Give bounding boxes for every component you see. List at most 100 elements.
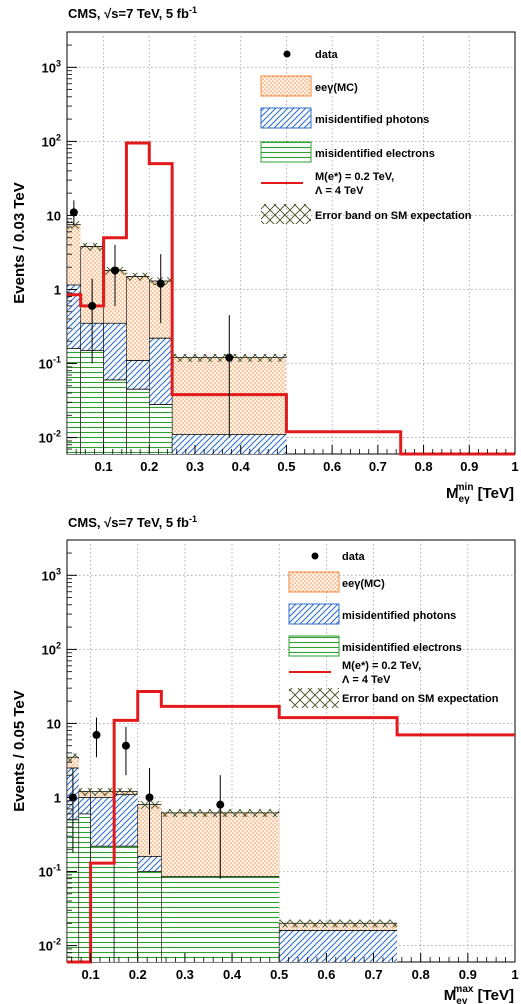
legend-eeg-label: eeγ(MC): [315, 82, 358, 94]
x-axis-title: Meγmax [TeV]: [444, 984, 514, 1004]
panel-header: CMS, √s=7 TeV, 5 fb-1: [68, 5, 197, 21]
legend-error-swatch: [261, 204, 311, 224]
x-tick-label: 0.5: [277, 459, 295, 474]
error-band: [126, 272, 150, 281]
signal-histogram: [67, 689, 515, 964]
axes: 0.1 0.2 0.3 0.4 0.5 0.6 0.7 0.8 0.9 1 10-2 10-1 1 10 1…: [39, 31, 519, 474]
data-point: [92, 730, 101, 739]
x-tick-label: 0.2: [140, 459, 158, 474]
legend-electrons-swatch: [260, 141, 312, 163]
axes: 0.1 0.2 0.3 0.4 0.5 0.6 0.7 0.8 0.9 1 10-2 10-1 1 10 1…: [39, 539, 519, 982]
electron-bar: [78, 813, 91, 962]
x-tick-label: 0.2: [129, 967, 147, 982]
legend-eeg-label: eeγ(MC): [342, 578, 385, 590]
electron-bar: [67, 819, 79, 962]
electron-bar: [114, 846, 138, 962]
y-tick-label: 103: [42, 566, 61, 583]
y-axis-title: Events / 0.03 TeV: [11, 182, 28, 303]
x-tick-label: 0.3: [176, 967, 194, 982]
legend-data-marker: [311, 552, 319, 560]
panel-header: CMS, √s=7 TeV, 5 fb-1: [68, 514, 197, 530]
legend-photons-swatch: [260, 107, 312, 129]
legend: data eeγ(MC) misidentified photons misid…: [260, 49, 472, 224]
x-tick-label: 0.4: [232, 459, 251, 474]
legend-error: Error band on SM expectation: [289, 688, 499, 708]
y-tick-label: 102: [42, 132, 61, 149]
data-point: [69, 208, 78, 217]
electron-bar: [80, 350, 104, 454]
legend: data eeγ(MC) misidentified photons misid…: [288, 551, 499, 708]
error-band: [114, 787, 138, 796]
legend-error-label: Error band on SM expectation: [315, 210, 472, 222]
data-points: [68, 717, 225, 879]
y-tick-label: 1: [54, 790, 61, 805]
legend-photons-label: misidentified photons: [342, 610, 456, 622]
legend-eeg: eeγ(MC): [260, 75, 358, 97]
y-tick-label: 1: [54, 282, 61, 297]
legend-signal: M(e*) = 0.2 TeV, Λ = 4 TeV: [289, 660, 421, 686]
panel-bottom: CMS, √s=7 TeV, 5 fb-1 0.1 0.2 0.3 0.4 0.5 0.6…: [11, 514, 519, 1004]
data-point: [121, 741, 130, 750]
legend-data-label: data: [342, 551, 366, 563]
legend-signal-label-1: M(e*) = 0.2 TeV,: [315, 171, 394, 183]
legend-error-label: Error band on SM expectation: [342, 693, 499, 705]
legend-photons: misidentified photons: [288, 603, 456, 625]
stacked-background: [66, 221, 287, 454]
legend-eeg-swatch: [288, 571, 340, 593]
y-tick-label: 10-2: [39, 429, 61, 446]
x-tick-label: 0.6: [323, 459, 341, 474]
x-axis-title: Meγmin [TeV]: [446, 482, 514, 505]
data-point: [225, 353, 234, 362]
legend-photons-swatch: [288, 603, 340, 625]
electron-bar: [126, 389, 150, 454]
electron-bar: [137, 871, 162, 962]
legend-electrons: misidentified electrons: [260, 141, 435, 163]
electron-bar: [103, 379, 127, 454]
legend-electrons-swatch: [288, 635, 340, 657]
error-band: [80, 242, 104, 251]
electron-bar: [67, 348, 81, 454]
data-point: [156, 279, 165, 288]
legend-eeg: eeγ(MC): [288, 571, 385, 593]
y-tick-label: 102: [42, 640, 61, 657]
electron-bar: [149, 404, 173, 454]
photon-bar: [279, 930, 398, 962]
y-tick-label: 10-1: [39, 355, 61, 372]
legend-data-marker: [283, 50, 291, 58]
x-tick-label: 0.6: [317, 967, 335, 982]
x-tick-label: 0.1: [95, 459, 113, 474]
legend-error: Error band on SM expectation: [261, 204, 472, 224]
legend-signal-label-2: Λ = 4 TeV: [342, 674, 391, 686]
data-point: [145, 793, 154, 802]
error-band: [90, 787, 115, 796]
data-point: [111, 266, 119, 275]
error-band: [279, 919, 398, 928]
signal-line: [67, 689, 515, 964]
electron-bar: [90, 846, 115, 962]
legend-electrons-label: misidentified electrons: [315, 148, 435, 160]
x-tick-label: 0.1: [82, 967, 100, 982]
x-tick-label: 0.9: [459, 967, 477, 982]
y-tick-label: 10: [47, 208, 61, 223]
data-point: [88, 301, 97, 310]
x-tick-label: 1: [511, 459, 518, 474]
error-band: [67, 221, 81, 229]
x-tick-label: 0.7: [364, 967, 382, 982]
legend-electrons-label: misidentified electrons: [342, 642, 462, 654]
legend-error-swatch: [289, 688, 339, 708]
y-tick-label: 10-2: [39, 937, 61, 954]
x-tick-label: 0.3: [186, 459, 204, 474]
legend-photons-label: misidentified photons: [315, 114, 429, 126]
x-tick-label: 0.4: [223, 967, 242, 982]
data-points: [69, 200, 234, 438]
y-axis-title: Events / 0.05 TeV: [11, 690, 28, 811]
legend-data-label: data: [315, 49, 339, 61]
electron-bar: [161, 876, 280, 962]
legend-data: data: [283, 49, 339, 61]
x-tick-label: 0.9: [460, 459, 478, 474]
y-tick-label: 103: [42, 58, 61, 75]
x-tick-label: 1: [511, 967, 518, 982]
legend-electrons: misidentified electrons: [288, 635, 462, 657]
legend-data: data: [311, 551, 366, 563]
